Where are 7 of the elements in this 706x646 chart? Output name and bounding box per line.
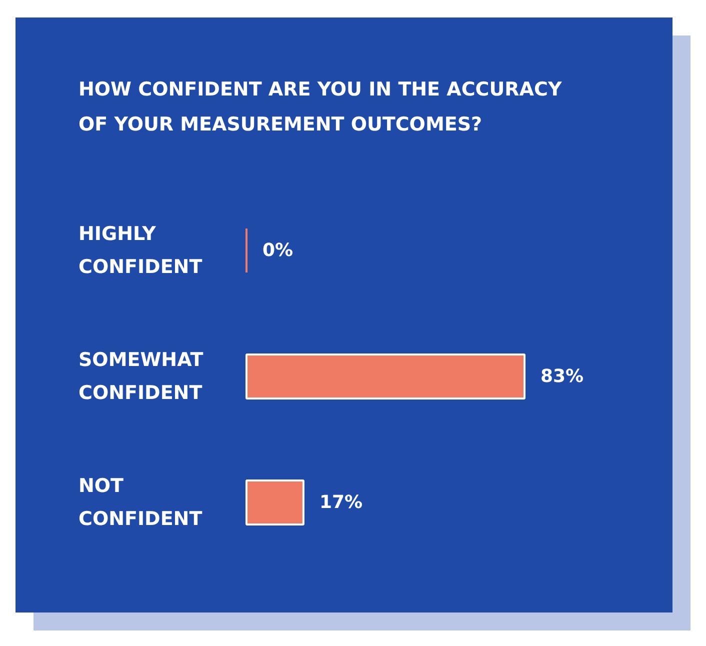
y-tick-label: NOT CONFIDENT [78, 475, 202, 530]
y-tick-label: SOMEWHAT CONFIDENT [78, 349, 204, 404]
data-label: 83% [540, 366, 584, 387]
y-tick-label: HIGHLY CONFIDENT [78, 223, 202, 278]
data-label: 0% [262, 240, 294, 261]
chart-title: HOW CONFIDENT ARE YOU IN THE ACCURACY OF YOUR MEASUREMENT OUTCOMES? [78, 78, 562, 136]
data-label: 17% [319, 492, 363, 513]
